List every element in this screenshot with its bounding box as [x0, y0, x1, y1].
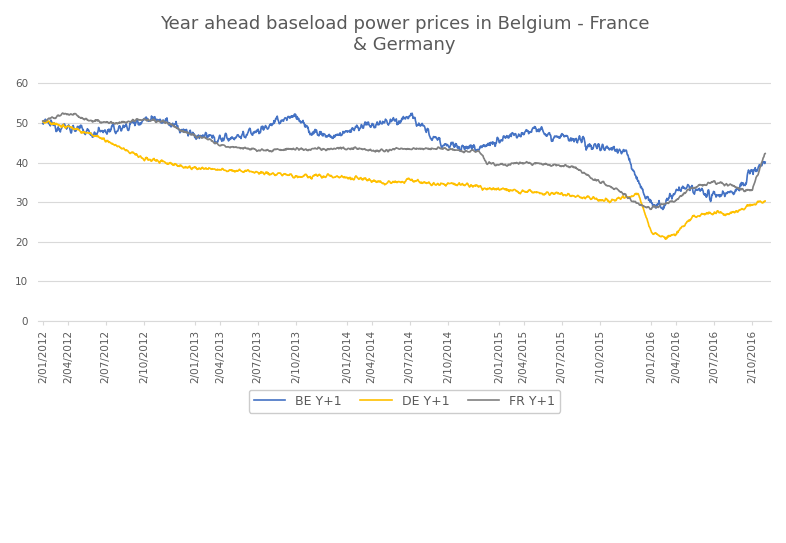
Line: BE Y+1: BE Y+1: [43, 113, 766, 210]
Line: DE Y+1: DE Y+1: [43, 121, 766, 239]
Legend: BE Y+1, DE Y+1, FR Y+1: BE Y+1, DE Y+1, FR Y+1: [248, 390, 560, 413]
Title: Year ahead baseload power prices in Belgium - France
& Germany: Year ahead baseload power prices in Belg…: [160, 15, 649, 54]
Line: FR Y+1: FR Y+1: [43, 113, 766, 210]
